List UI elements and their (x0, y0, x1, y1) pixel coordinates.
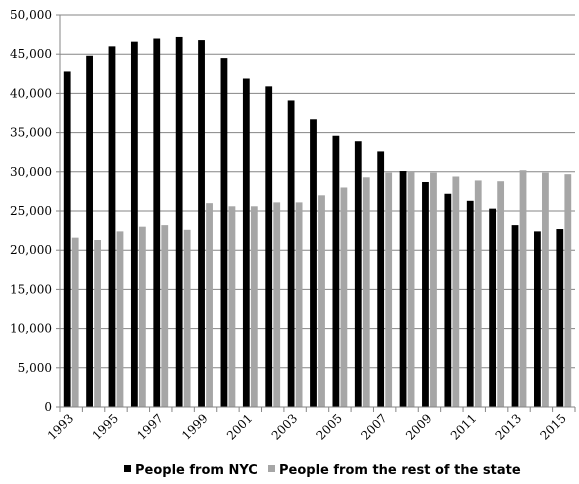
bar-rest-of-state-1995 (116, 231, 124, 407)
bar-rest-of-state-2005 (340, 187, 348, 407)
y-tick-label: 30,000 (10, 165, 52, 179)
y-tick-label: 15,000 (10, 282, 52, 296)
x-tick-label: 1993 (45, 411, 76, 442)
bar-rest-of-state-1997 (161, 225, 169, 407)
x-tick-label: 2015 (537, 411, 568, 442)
x-tick-label: 2013 (493, 411, 524, 442)
bar-rest-of-state-2012 (497, 181, 505, 407)
bar-nyc-1995 (108, 46, 116, 408)
bar-nyc-2008 (399, 171, 407, 407)
bar-nyc-2007 (377, 151, 385, 407)
bar-rest-of-state-2000 (228, 206, 236, 407)
y-tick-label: 10,000 (10, 322, 52, 336)
bars (63, 36, 572, 408)
y-tick-label: 45,000 (10, 47, 52, 61)
x-tick-label: 2009 (403, 411, 434, 442)
bar-rest-of-state-2014 (542, 172, 549, 407)
bar-nyc-2004 (310, 119, 317, 407)
bar-rest-of-state-2013 (519, 170, 527, 407)
legend-swatch (268, 465, 275, 472)
bar-nyc-2012 (489, 208, 497, 407)
bar-nyc-1993 (63, 71, 71, 407)
bar-nyc-1996 (130, 41, 138, 407)
bar-rest-of-state-2009 (430, 172, 437, 407)
bar-nyc-2005 (332, 135, 340, 407)
y-tick-label: 50,000 (10, 8, 52, 22)
bar-rest-of-state-2002 (273, 202, 281, 407)
bar-nyc-2000 (220, 58, 228, 408)
bar-nyc-2003 (287, 100, 295, 408)
legend-swatch (124, 465, 131, 472)
bar-rest-of-state-2007 (385, 172, 393, 407)
y-tick-label: 25,000 (10, 204, 52, 218)
bar-nyc-2001 (242, 78, 250, 407)
legend: People from NYC People from the rest of t… (124, 463, 521, 478)
bar-rest-of-state-2003 (295, 202, 303, 407)
x-tick-label: 2007 (358, 411, 389, 442)
bar-rest-of-state-1996 (138, 226, 146, 407)
bar-nyc-1999 (198, 40, 205, 407)
bar-nyc-1998 (175, 36, 183, 408)
bar-rest-of-state-2001 (250, 206, 258, 407)
bar-rest-of-state-2011 (474, 180, 482, 407)
bar-nyc-2006 (354, 141, 362, 407)
y-tick-label: 35,000 (10, 126, 52, 140)
bar-rest-of-state-1993 (71, 237, 79, 407)
legend-label: People from the rest of the state (279, 463, 521, 478)
y-tick-label: 20,000 (10, 243, 52, 257)
bar-rest-of-state-1998 (183, 229, 191, 407)
bar-nyc-2011 (466, 200, 474, 407)
axes (59, 15, 575, 408)
x-axis-ticks: 1993 1995 1997 1999 2001 2003 2005 2007 2009 2011… (45, 407, 576, 443)
y-tick-label: 0 (44, 400, 52, 414)
bar-rest-of-state-1999 (206, 203, 213, 407)
x-tick-label: 2005 (314, 411, 345, 442)
legend-label: People from NYC (135, 463, 258, 478)
bar-nyc-2015 (556, 229, 564, 407)
bar-nyc-2009 (422, 181, 429, 407)
bar-rest-of-state-2015 (564, 174, 572, 407)
bar-nyc-1997 (153, 38, 161, 408)
bar-nyc-2014 (534, 231, 541, 407)
x-tick-label: 2003 (269, 411, 300, 442)
bar-nyc-2002 (265, 86, 273, 408)
bar-nyc-1994 (86, 55, 93, 407)
x-tick-label: 1999 (179, 411, 210, 442)
y-axis-ticks: 0 5,000 10,000 15,000 20,000 25,000 30,000 35,0… (10, 8, 60, 414)
x-tick-label: 2001 (224, 411, 255, 442)
bar-rest-of-state-2004 (318, 195, 325, 407)
bar-rest-of-state-2008 (407, 171, 415, 407)
bar-nyc-2013 (511, 225, 519, 407)
grid-lines (60, 14, 575, 369)
x-tick-label: 1997 (134, 411, 165, 442)
y-tick-label: 5,000 (18, 361, 52, 375)
y-tick-label: 40,000 (10, 86, 52, 100)
bar-rest-of-state-2010 (452, 176, 460, 407)
x-tick-label: 1995 (90, 411, 121, 442)
bar-nyc-2010 (444, 193, 452, 407)
x-tick-label: 2011 (448, 411, 479, 442)
bar-rest-of-state-1994 (94, 240, 101, 407)
bar-rest-of-state-2006 (362, 177, 370, 407)
